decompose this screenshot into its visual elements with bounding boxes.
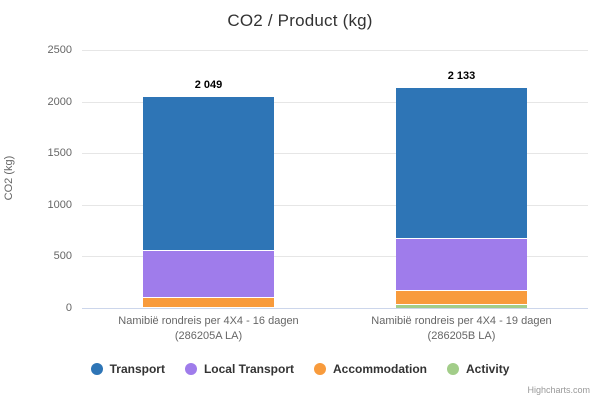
legend-item-activity[interactable]: Activity [447,362,509,376]
category-label: Namibië rondreis per 4X4 - 19 dagen (2862… [332,314,592,344]
legend-item-transport[interactable]: Transport [90,362,165,376]
gridline-1500 [82,153,588,155]
y-tick-label-0: 0 [65,302,72,314]
bar-segment-transport[interactable] [143,96,274,251]
legend: Transport Local Transport Accommodation Act… [0,362,600,376]
plot-area: 2 049 2 133 [82,50,588,309]
category-label: Namibië rondreis per 4X4 - 16 dagen (2862… [79,314,339,344]
stacked-bar-2 [396,87,527,308]
bar-segment-activity[interactable] [396,304,527,308]
y-tick-label-1000: 1000 [47,198,72,211]
y-axis-title: CO2 (kg) [3,155,15,201]
gridline-500 [82,256,588,258]
legend-item-label: Accommodation [333,362,428,376]
legend-marker-icon [184,363,197,375]
chart-title: CO2 / Product (kg) [227,11,373,30]
y-tick-label-500: 500 [53,250,72,263]
category-label-line2: (286205B LA) [427,330,496,342]
gridline-2000 [82,101,588,103]
category-label-line2: (286205A LA) [174,330,243,342]
bar-segment-local-transport[interactable] [396,237,527,291]
gridline-1000 [82,204,588,206]
bar-segment-local-transport[interactable] [143,250,274,298]
bar-segment-transport[interactable] [396,87,527,238]
legend-item-label: Transport [109,362,165,376]
stacked-bar-1 [143,96,274,308]
bar-total-label: 2 049 [194,78,223,91]
y-tick-label-2500: 2500 [47,44,72,56]
x-axis-line [82,308,588,309]
highcharts-credits-link[interactable]: Highcharts.com [527,385,590,395]
legend-item-label: Local Transport [203,362,294,376]
bar-segment-accommodation[interactable] [396,290,527,305]
category-label-line1: Namibië rondreis per 4X4 - 16 dagen [118,315,299,327]
bar-total-label: 2 133 [447,69,476,82]
legend-item-accommodation[interactable]: Accommodation [314,362,427,376]
gridline-2500 [82,50,588,51]
category-label-line1: Namibië rondreis per 4X4 - 19 dagen [371,315,552,327]
y-tick-label-2000: 2000 [47,95,72,108]
legend-item-label: Activity [466,362,510,376]
bar-segment-accommodation[interactable] [143,297,274,307]
bar-segment-activity[interactable] [143,306,274,308]
legend-item-local-transport[interactable]: Local Transport [184,362,294,376]
y-tick-label-1500: 1500 [47,147,72,160]
legend-marker-icon [90,363,103,375]
legend-marker-icon [447,363,460,375]
legend-marker-icon [314,363,326,375]
